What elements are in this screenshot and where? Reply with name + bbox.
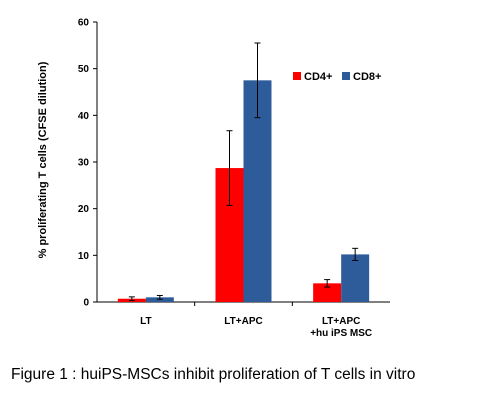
category-label: LT+APC (322, 316, 360, 327)
y-tick-label: 20 (78, 204, 90, 215)
bar-cd4-2 (313, 283, 342, 302)
category-label: +hu iPS MSC (310, 328, 372, 339)
y-tick-label: 0 (83, 298, 89, 309)
legend-swatch (293, 72, 301, 80)
y-tick-label: 30 (78, 158, 90, 169)
legend: CD4+ CD8+ (293, 71, 381, 83)
y-tick-label: 40 (78, 111, 90, 122)
y-tick-label: 60 (78, 18, 90, 29)
error-bars (128, 42, 359, 302)
legend-label: CD4+ (304, 71, 332, 83)
bars (117, 80, 370, 302)
y-tick-label: 50 (78, 64, 90, 75)
y-axis-title: % proliferating T cells (CFSE dilution) (37, 61, 49, 258)
legend-swatch (342, 72, 350, 80)
x-axis (97, 301, 390, 306)
figure-caption: Figure 1 : huiPS-MSCs inhibit proliferat… (11, 366, 416, 383)
bar-cd8-2 (341, 254, 370, 302)
legend-label: CD8+ (353, 71, 381, 83)
category-labels: LT LT+APC LT+APC+hu iPS MSC (140, 316, 372, 339)
category-label: LT+APC (224, 316, 262, 327)
y-tick-label: 10 (78, 251, 90, 262)
y-axis: 0 10 20 30 40 50 60 (78, 18, 98, 309)
category-label: LT (140, 316, 151, 327)
